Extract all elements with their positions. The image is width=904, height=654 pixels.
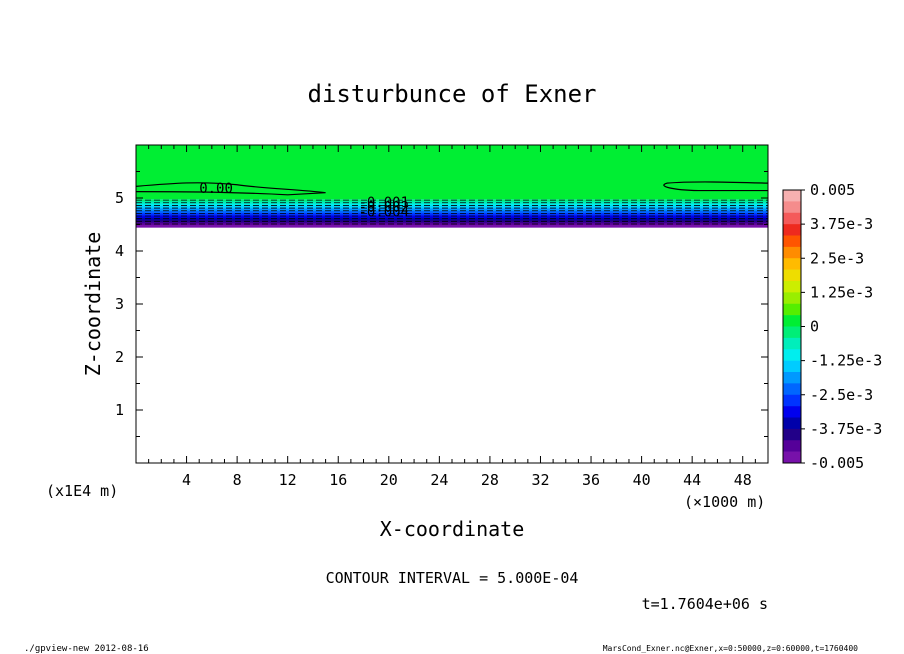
colorbar-tick-label: 2.5e-3 xyxy=(810,249,864,267)
y-tick-label: 5 xyxy=(115,189,124,207)
colorbar-tick-label: 3.75e-3 xyxy=(810,215,873,233)
footer-left: ./gpview-new 2012-08-16 xyxy=(24,644,149,654)
x-tick-label: 8 xyxy=(233,471,242,489)
colorbar-swatch xyxy=(783,303,801,316)
colorbar-swatch xyxy=(783,235,801,248)
colorbar-swatch xyxy=(783,451,801,464)
x-axis: 4 8 12 16 20 24 28 32 36 40 44 48 xyxy=(148,145,756,489)
contour-line xyxy=(135,182,326,196)
colorbar-swatch xyxy=(783,383,801,396)
field-band xyxy=(136,208,768,212)
colorbar-swatch xyxy=(783,281,801,293)
field-band xyxy=(136,217,768,221)
x-tick-label: 44 xyxy=(683,471,701,489)
colorbar-swatch xyxy=(783,292,801,305)
contour-label: -0.001 xyxy=(358,195,409,211)
contour-label: 0.00 xyxy=(199,181,233,197)
x-tick-label: 40 xyxy=(633,471,651,489)
x-tick-label: 48 xyxy=(734,471,752,489)
colorbar-swatch xyxy=(783,326,801,339)
contour-layer: 0.00 -0.001-0.002-0.004 xyxy=(135,181,769,225)
time-label: t=1.7604e+06 s xyxy=(642,595,768,613)
x-tick-label: 16 xyxy=(329,471,347,489)
colorbar-swatch xyxy=(783,258,801,270)
x-axis-label: X-coordinate xyxy=(380,517,525,541)
colorbar-swatch xyxy=(783,394,801,407)
x-axis-unit: (×1000 m) xyxy=(684,493,765,511)
field-band xyxy=(136,210,768,214)
colorbar-swatch xyxy=(783,246,801,259)
y-tick-label: 1 xyxy=(115,401,124,419)
y-tick-label: 2 xyxy=(115,348,124,366)
colorbar-swatch xyxy=(783,224,801,236)
colorbar-swatch xyxy=(783,269,801,282)
plot-area: 0.00 -0.001-0.002-0.004 xyxy=(135,144,769,464)
x-tick-label: 4 xyxy=(182,471,191,489)
colorbar-tick-label: -2.5e-3 xyxy=(810,386,873,404)
field-band xyxy=(136,206,768,209)
colorbar-tick-label: 0.005 xyxy=(810,181,855,199)
colorbar-swatch xyxy=(783,190,801,202)
colorbar: 0.005 3.75e-3 2.5e-3 1.25e-3 0 -1.25e-3 -2.5e-… xyxy=(782,181,882,472)
x-tick-label: 32 xyxy=(531,471,549,489)
y-axis-unit: (x1E4 m) xyxy=(46,482,118,500)
colorbar-swatch xyxy=(783,360,801,373)
x-tick-label: 28 xyxy=(481,471,499,489)
chart-title: disturbunce of Exner xyxy=(308,80,597,108)
y-tick-label: 3 xyxy=(115,295,124,313)
colorbar-swatch xyxy=(783,406,801,418)
colorbar-tick-label: -3.75e-3 xyxy=(810,420,882,438)
field-band xyxy=(136,213,768,216)
contour-line xyxy=(663,181,769,192)
colorbar-swatch xyxy=(783,417,801,430)
y-axis: 1 2 3 4 5 xyxy=(115,171,768,437)
colorbar-tick-label: -0.005 xyxy=(810,454,864,472)
colorbar-swatch xyxy=(783,372,801,384)
x-tick-label: 20 xyxy=(380,471,398,489)
y-axis-label: Z-coordinate xyxy=(81,232,105,377)
colorbar-tick-label: 0 xyxy=(810,318,819,336)
x-tick-label: 36 xyxy=(582,471,600,489)
contour-label: -0.004 xyxy=(358,204,409,220)
colorbar-tick-label: -1.25e-3 xyxy=(810,352,882,370)
contour-interval-note: CONTOUR INTERVAL = 5.000E-04 xyxy=(326,569,579,587)
contour-label: -0.002 xyxy=(358,200,409,216)
colorbar-swatch xyxy=(783,349,801,361)
colorbar-swatch xyxy=(783,337,801,350)
y-tick-label: 4 xyxy=(115,242,124,260)
x-tick-label: 24 xyxy=(430,471,448,489)
colorbar-swatch xyxy=(783,440,801,452)
field-band-zero xyxy=(136,145,768,200)
field-band xyxy=(136,224,768,228)
colorbar-swatch xyxy=(783,201,801,214)
x-tick-label: 12 xyxy=(279,471,297,489)
field-band xyxy=(136,215,768,219)
colorbar-swatch xyxy=(783,212,801,225)
colorbar-tick-label: 1.25e-3 xyxy=(810,283,873,301)
colorbar-swatch xyxy=(783,315,801,327)
footer-right: MarsCond_Exner.nc@Exner,x=0:50000,z=0:60… xyxy=(603,644,858,653)
colorbar-swatch xyxy=(783,428,801,441)
